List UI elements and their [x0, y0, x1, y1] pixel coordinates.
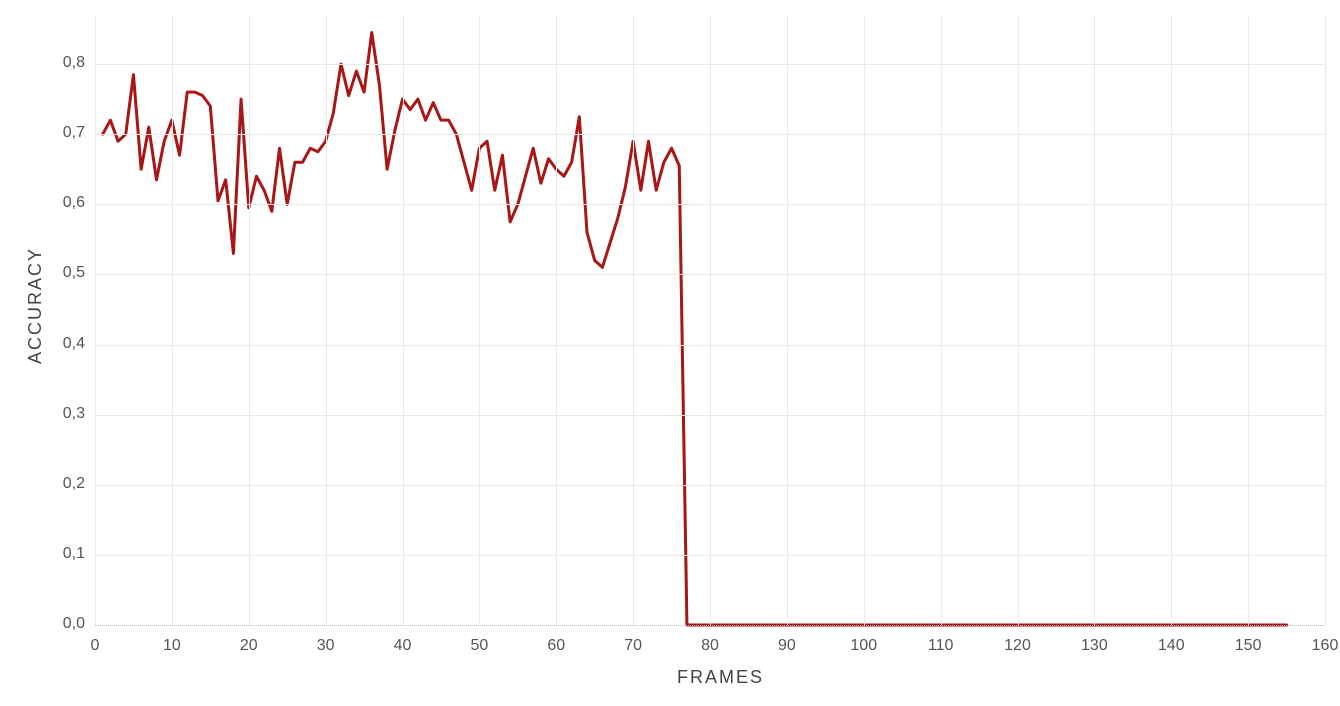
x-tick-label: 140 — [1156, 637, 1186, 655]
y-gridline — [95, 625, 1325, 626]
x-tick-label: 160 — [1310, 637, 1340, 655]
x-gridline — [1018, 15, 1019, 625]
x-gridline — [95, 15, 96, 625]
x-tick-label: 70 — [618, 637, 648, 655]
x-gridline — [864, 15, 865, 625]
accuracy-line-chart: 0,0 0,1 0,2 0,3 0,4 0,5 0,6 0,7 0,8 0 10 20 30 40 50 6… — [0, 0, 1340, 706]
y-tick-label: 0,5 — [63, 264, 85, 282]
x-tick-label: 0 — [80, 637, 110, 655]
series-accuracy — [103, 33, 1287, 625]
x-tick-label: 110 — [926, 637, 956, 655]
x-gridline — [710, 15, 711, 625]
x-gridline — [787, 15, 788, 625]
x-gridline — [1171, 15, 1172, 625]
y-tick-label: 0,7 — [63, 124, 85, 142]
x-gridline — [633, 15, 634, 625]
x-gridline — [249, 15, 250, 625]
x-gridline — [326, 15, 327, 625]
y-tick-label: 0,2 — [63, 475, 85, 493]
x-gridline — [1248, 15, 1249, 625]
x-gridline — [172, 15, 173, 625]
y-tick-label: 0,4 — [63, 335, 85, 353]
x-gridline — [479, 15, 480, 625]
x-gridline — [941, 15, 942, 625]
x-tick-label: 20 — [234, 637, 264, 655]
x-tick-label: 60 — [541, 637, 571, 655]
x-tick-label: 50 — [464, 637, 494, 655]
line-layer — [0, 0, 1340, 706]
x-tick-label: 130 — [1079, 637, 1109, 655]
x-gridline — [556, 15, 557, 625]
y-tick-label: 0,1 — [63, 545, 85, 563]
x-axis-label: FRAMES — [677, 667, 764, 688]
x-gridline — [1094, 15, 1095, 625]
y-axis-label: ACCURACY — [25, 247, 46, 364]
y-tick-label: 0,8 — [63, 54, 85, 72]
x-tick-label: 90 — [772, 637, 802, 655]
x-tick-label: 40 — [388, 637, 418, 655]
y-tick-label: 0,0 — [63, 615, 85, 633]
y-tick-label: 0,6 — [63, 194, 85, 212]
x-tick-label: 30 — [311, 637, 341, 655]
x-tick-label: 10 — [157, 637, 187, 655]
x-tick-label: 120 — [1003, 637, 1033, 655]
x-gridline — [403, 15, 404, 625]
x-tick-label: 100 — [849, 637, 879, 655]
x-gridline — [1325, 15, 1326, 625]
x-tick-label: 80 — [695, 637, 725, 655]
x-tick-label: 150 — [1233, 637, 1263, 655]
y-tick-label: 0,3 — [63, 405, 85, 423]
